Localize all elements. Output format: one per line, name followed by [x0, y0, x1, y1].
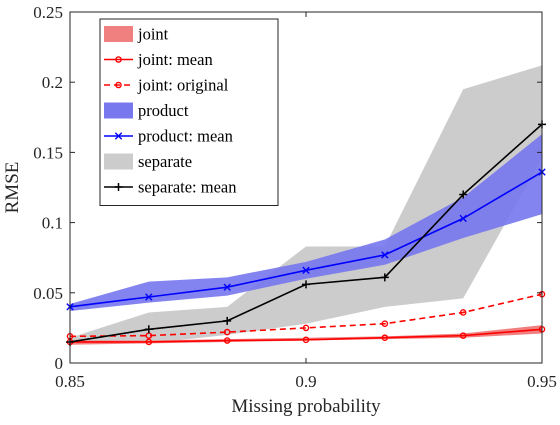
point-product-mean	[302, 266, 310, 275]
legend-swatch-joint	[104, 26, 133, 42]
point-joint-mean	[302, 336, 310, 344]
legend-entry-product-mean: product: mean	[104, 127, 233, 146]
point-joint-mean	[459, 332, 467, 339]
y-tick-label: 0	[55, 354, 64, 373]
legend-entry-separate: separate	[104, 152, 192, 171]
series-joint-mean	[66, 326, 546, 346]
band-layer	[70, 65, 542, 345]
y-tick-label: 0.25	[33, 3, 63, 22]
legend-entry-product: product	[104, 101, 189, 120]
x-tick-label: 0.85	[55, 372, 85, 391]
x-tick-label: 0.9	[295, 372, 316, 391]
point-product-mean	[145, 293, 153, 301]
legend-marker-product-mean	[114, 132, 123, 140]
y-tick-label: 0.2	[42, 73, 63, 92]
legend-label-joint-mean: joint: mean	[137, 50, 213, 69]
legend-label-separate-mean: separate: mean	[138, 178, 236, 197]
point-separate-mean	[459, 190, 468, 199]
point-product-mean	[223, 283, 231, 291]
legend-swatch-product	[104, 102, 133, 119]
point-joint-mean	[145, 338, 153, 346]
point-joint-original	[381, 320, 389, 327]
series-line-joint-mean	[70, 328, 543, 343]
point-separate-mean	[223, 316, 232, 325]
y-tick-label: 0.15	[33, 143, 63, 162]
point-joint-original	[459, 309, 467, 316]
series-layer	[66, 120, 546, 346]
point-joint-mean	[223, 337, 231, 344]
point-joint-mean	[381, 334, 389, 342]
point-product-mean	[459, 214, 467, 223]
legend-label-separate: separate	[138, 152, 192, 171]
legend-swatch-separate	[104, 153, 133, 170]
legend-label-joint: joint	[137, 25, 169, 44]
legend-entry-joint: joint	[104, 25, 169, 44]
legend-marker-joint-mean	[115, 56, 122, 63]
point-joint-original	[302, 324, 310, 332]
legend: joint joint: mean joint: original product pr…	[99, 18, 279, 206]
tick-layer: 0.85 0.9 0.95 0 0.05 0.1 0.15 0.2 0.25	[33, 3, 557, 391]
legend-entry-separate-mean: separate: mean	[104, 178, 236, 197]
y-tick-label: 0.1	[42, 214, 63, 233]
legend-label-product: product	[138, 101, 189, 120]
legend-entry-joint-original: joint: original	[104, 76, 229, 95]
series-line-joint-original	[69, 293, 543, 338]
y-axis-label: RMSE	[2, 162, 23, 214]
point-product-mean	[381, 251, 389, 259]
band-separate	[70, 65, 542, 344]
point-separate-mean	[380, 273, 389, 282]
point-separate-mean	[144, 325, 153, 334]
legend-marker-joint-original	[115, 81, 122, 89]
band-product	[70, 134, 542, 312]
point-separate-mean	[302, 280, 310, 289]
legend-label-joint-original: joint: original	[137, 76, 229, 95]
legend-entry-joint-mean: joint: mean	[104, 50, 213, 69]
x-tick-label: 0.95	[527, 372, 557, 391]
legend-marker-separate-mean	[114, 183, 123, 191]
band-joint	[70, 325, 542, 345]
legend-label-product-mean: product: mean	[138, 127, 233, 146]
x-axis-label: Missing probability	[231, 396, 381, 417]
y-tick-label: 0.05	[33, 284, 63, 303]
point-joint-original	[223, 328, 231, 336]
